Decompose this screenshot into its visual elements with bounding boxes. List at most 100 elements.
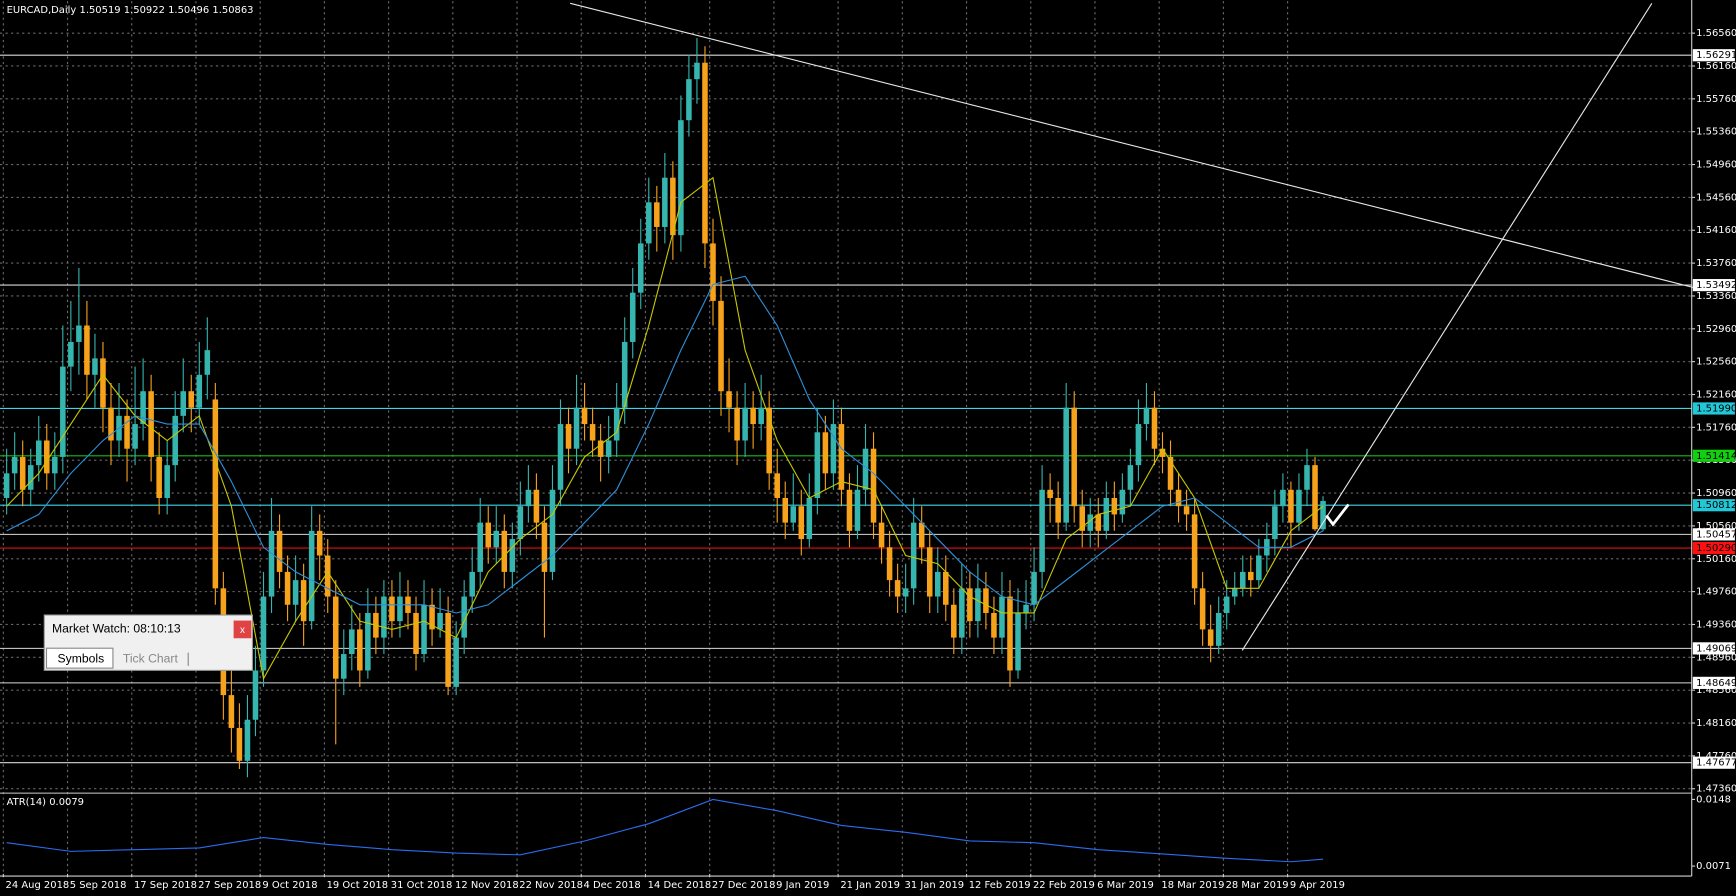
candle-body [268,530,275,597]
candle-body [862,448,869,490]
atr-last: 0.0079 [49,797,84,808]
candle-body [613,407,620,441]
candle-body [349,629,355,655]
candle-body [846,489,853,531]
y-tick-label: 1.54960 [1696,160,1736,171]
x-tick-label: 22 Feb 2019 [1033,880,1095,891]
candle-body [870,448,877,523]
close-button[interactable] [233,620,252,639]
candle-body [1047,489,1053,498]
x-tick-label: 14 Dec 2018 [648,880,712,891]
candle-body [1296,489,1302,523]
plot [0,38,1692,863]
candle-body [525,489,532,507]
atr-line [6,798,1324,863]
level-label-box [1692,528,1735,541]
x-tick-label: 9 Jan 2019 [776,880,829,891]
level-label-box [1692,542,1735,555]
candle-body [806,497,813,540]
candle-body [597,440,604,457]
x-tick-label: 21 Jan 2019 [840,880,900,891]
open: 1.50519 [80,5,121,16]
chart-header: EURCAD,Daily 1.50519 1.50922 1.50496 1.5… [7,5,254,16]
candle-body [1095,514,1102,531]
x-tick-label: 6 Mar 2019 [1097,880,1154,891]
tab-symbols[interactable]: Symbols [58,652,105,666]
candle-body [710,243,716,301]
candle-body [934,571,941,597]
candle-body [1151,407,1158,449]
x-tick-label: 4 Dec 2018 [583,880,640,891]
candle-body [300,580,307,622]
candle-body [212,399,219,589]
candle-body [533,489,540,523]
candle-body [662,177,668,227]
candle-body [886,547,893,581]
high: 1.50922 [124,5,165,16]
candle-body [52,456,58,474]
candle-body [469,571,475,597]
candle-body [790,506,797,523]
level-label-box [1692,449,1735,462]
candle-body [758,407,764,425]
y-tick-label: 1.48560 [1696,685,1736,696]
tab-tick-chart[interactable]: Tick Chart [123,652,179,666]
candle-body [1175,489,1182,507]
close-icon[interactable]: x [240,625,245,636]
candle-body [437,612,443,630]
candle-body [477,522,483,572]
candle-body [822,432,829,474]
candle-body [44,440,50,474]
x-tick-label: 22 Nov 2018 [519,880,583,891]
y-tick-label: 1.55760 [1696,94,1736,105]
level-label: 1.50812 [1696,500,1736,511]
y-tick-label: 1.56160 [1696,61,1736,72]
candle-body [180,391,186,416]
x-tick-label: 17 Sep 2018 [134,880,197,891]
candle-body [228,695,235,728]
y-tick-label: 1.54560 [1696,192,1736,203]
trend-line-down [570,2,1695,289]
candle-body [108,407,114,441]
low: 1.50496 [168,5,209,16]
candle-body [1111,497,1118,515]
x-tick-label: 12 Feb 2019 [969,880,1031,891]
candle-body [196,374,203,408]
candle-body [1087,514,1094,531]
candle-body [1312,465,1318,530]
market-watch-window[interactable]: Market Watch: 08:10:13 x Symbols Tick Ch… [43,614,253,671]
atr-tick-label: 0.0071 [1696,861,1731,872]
tab-active[interactable] [45,647,114,669]
grid [0,1,1696,878]
candle-body [76,325,82,342]
x-tick-label: 31 Jan 2019 [905,880,965,891]
candle-body [565,424,572,449]
candle-body [967,588,973,622]
candle-body [654,202,660,227]
x-tick-label: 12 Nov 2018 [455,880,519,891]
y-tick-label: 1.55360 [1696,127,1736,138]
candle-body [1215,612,1222,646]
candle-body [670,177,676,236]
y-tick-label: 1.47760 [1696,751,1736,762]
candle-body [1007,596,1013,671]
candle-body [926,547,933,597]
atr-header: ATR(14) 0.0079 [7,797,84,808]
y-tick-label: 1.50560 [1696,521,1736,532]
candle-body [461,596,467,638]
candle-body [124,415,130,449]
candle-body [1031,571,1037,605]
candle-body [1248,571,1254,581]
x-tick-label: 24 Aug 2018 [6,880,70,891]
candle-body [148,391,154,457]
candle-body [734,407,740,441]
candle-body [493,530,500,548]
y-tick-label: 1.52960 [1696,324,1736,335]
y-tick-label: 1.50960 [1696,488,1736,499]
level-label-box [1692,676,1735,689]
y-tick-label: 1.51760 [1696,422,1736,433]
level-label: 1.51990 [1696,403,1736,414]
level-label: 1.56291 [1696,50,1736,61]
candle-body [381,596,387,638]
